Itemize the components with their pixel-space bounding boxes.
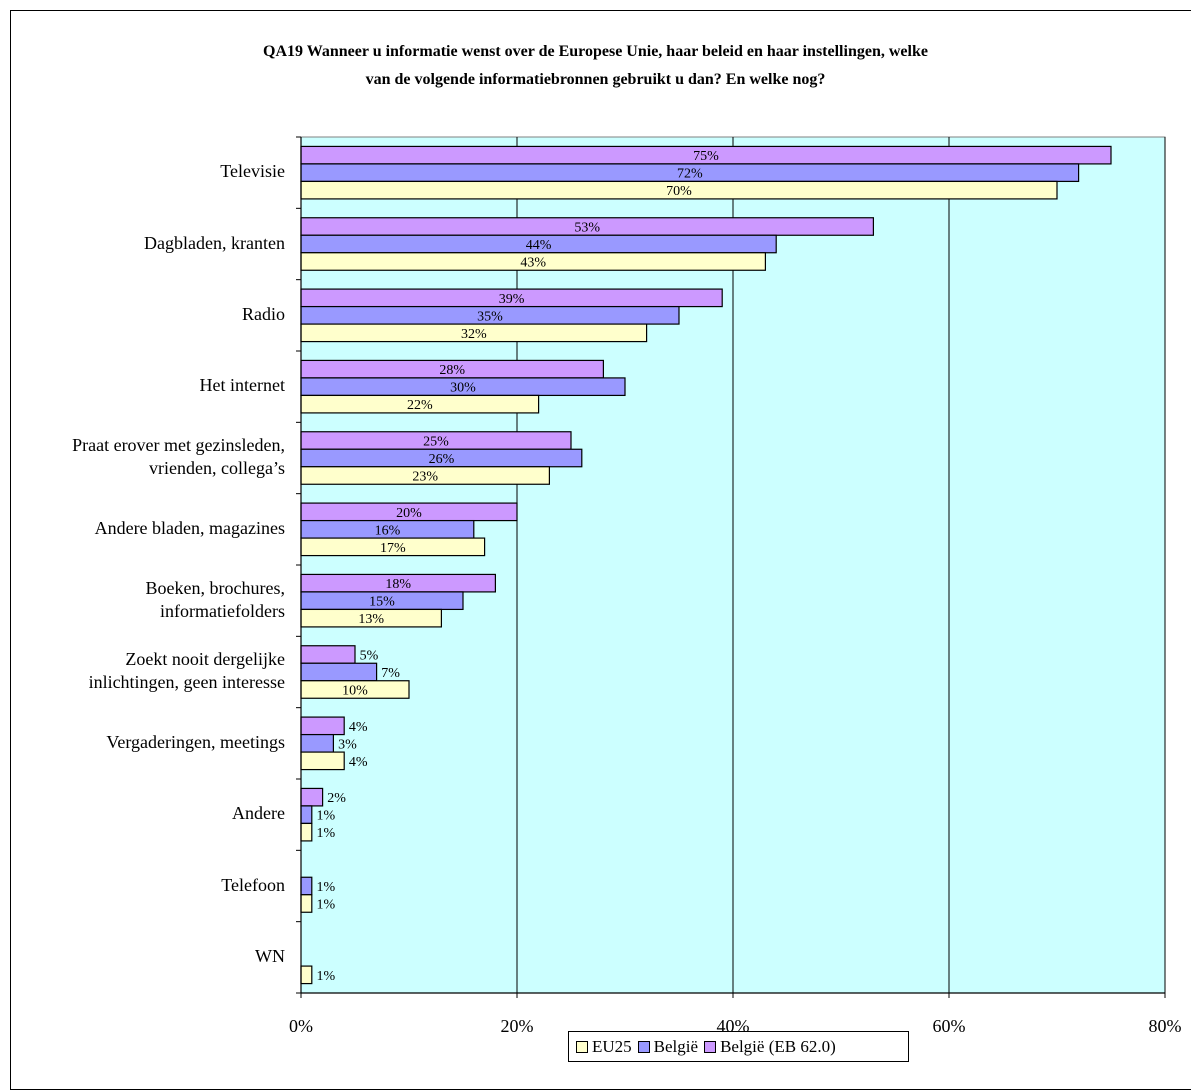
category-label: Andere bladen, magazines bbox=[10, 517, 285, 540]
legend-swatch bbox=[704, 1040, 717, 1053]
x-tick-label: 80% bbox=[1149, 1016, 1182, 1036]
bar bbox=[300, 716, 345, 736]
category-label: Dagbladen, kranten bbox=[10, 232, 285, 255]
category-label-line: inlichtingen, geen interesse bbox=[88, 672, 285, 692]
data-label: 1% bbox=[316, 969, 335, 984]
data-label: 10% bbox=[342, 684, 368, 699]
data-label: 72% bbox=[677, 167, 703, 182]
legend-item: België bbox=[637, 1036, 699, 1057]
category-label-line: Boeken, brochures, bbox=[145, 577, 285, 598]
data-label: 30% bbox=[450, 381, 476, 396]
legend: EU25 België België (EB 62.0) bbox=[568, 1031, 909, 1062]
chart-title-line-1: QA19 Wanneer u informatie wenst over de … bbox=[263, 43, 928, 60]
category-label: Andere bbox=[10, 802, 285, 825]
data-label: 1% bbox=[316, 880, 335, 895]
bar bbox=[300, 965, 313, 985]
x-tick-label: 0% bbox=[289, 1016, 313, 1036]
data-label: 43% bbox=[520, 256, 546, 271]
legend-item: EU25 bbox=[576, 1037, 632, 1057]
data-label: 26% bbox=[429, 452, 455, 467]
data-label: 70% bbox=[666, 184, 692, 199]
data-label: 17% bbox=[380, 541, 406, 556]
category-label-line: Televisie bbox=[220, 161, 285, 182]
category-label-line: Telefoon bbox=[221, 874, 285, 895]
category-label: Boeken, brochures, informatiefolders bbox=[10, 577, 285, 623]
data-label: 53% bbox=[574, 221, 600, 236]
bar bbox=[300, 645, 356, 664]
data-label: 39% bbox=[499, 292, 525, 307]
data-label: 23% bbox=[412, 470, 438, 485]
data-label: 2% bbox=[327, 791, 346, 806]
category-label: WN bbox=[10, 945, 285, 968]
bar bbox=[300, 662, 378, 682]
x-tick-label: 60% bbox=[933, 1016, 966, 1036]
data-label: 44% bbox=[526, 238, 552, 253]
category-label-line: Het internet bbox=[199, 375, 285, 396]
category-label: Het internet bbox=[10, 374, 285, 397]
data-label: 7% bbox=[381, 666, 400, 681]
category-label: Telefoon bbox=[10, 874, 285, 897]
category-label-line: Andere bladen, magazines bbox=[94, 517, 285, 538]
category-label-line: Radio bbox=[242, 303, 285, 324]
data-label: 13% bbox=[358, 612, 384, 627]
data-label: 5% bbox=[360, 649, 379, 664]
legend-swatch bbox=[576, 1040, 588, 1053]
bar bbox=[300, 876, 313, 896]
data-label: 1% bbox=[316, 826, 335, 841]
category-label-line: Andere bbox=[232, 803, 285, 824]
legend-label: EU25 bbox=[592, 1036, 632, 1056]
data-label: 16% bbox=[375, 523, 401, 538]
data-label: 22% bbox=[407, 398, 433, 413]
legend-item: België (EB 62.0) bbox=[704, 1037, 836, 1057]
bar bbox=[300, 751, 345, 771]
category-label: Zoekt nooit dergelijke inlichtingen, geen… bbox=[10, 648, 285, 694]
category-label-line: Praat erover met gezinsleden, bbox=[72, 435, 285, 455]
data-label: 75% bbox=[693, 149, 719, 164]
data-label: 4% bbox=[349, 755, 368, 770]
category-label: Praat erover met gezinsleden, vrienden, c… bbox=[10, 434, 285, 480]
data-label: 32% bbox=[461, 327, 487, 342]
category-label-line: informatiefolders bbox=[160, 600, 285, 621]
bar bbox=[300, 787, 324, 807]
bar bbox=[300, 894, 313, 913]
data-label: 35% bbox=[477, 309, 503, 324]
category-label-line: Dagbladen, kranten bbox=[144, 232, 285, 253]
data-label: 1% bbox=[316, 809, 335, 824]
data-label: 28% bbox=[439, 363, 465, 378]
bar bbox=[300, 733, 335, 753]
data-label: 4% bbox=[349, 720, 368, 735]
bar bbox=[300, 822, 313, 842]
category-label: Radio bbox=[10, 303, 285, 326]
x-tick-label: 20% bbox=[501, 1016, 534, 1036]
data-label: 25% bbox=[423, 435, 449, 450]
legend-label: België (EB 62.0) bbox=[720, 1036, 836, 1056]
data-label: 20% bbox=[396, 506, 422, 521]
data-label: 18% bbox=[385, 577, 411, 592]
category-label-line: Vergaderingen, meetings bbox=[106, 731, 285, 752]
bar bbox=[300, 805, 313, 825]
chart-title-line-2: van de volgende informatiebronnen gebrui… bbox=[365, 71, 826, 88]
category-label-line: Zoekt nooit dergelijke bbox=[125, 649, 285, 669]
data-label: 1% bbox=[316, 898, 335, 913]
legend-swatch bbox=[637, 1040, 650, 1053]
category-label: Vergaderingen, meetings bbox=[10, 731, 285, 754]
category-label: Televisie bbox=[10, 160, 285, 183]
category-label-line: vrienden, collega’s bbox=[149, 458, 285, 478]
legend-label: België bbox=[653, 1036, 699, 1056]
category-label-line: WN bbox=[255, 945, 285, 966]
data-label: 15% bbox=[369, 595, 395, 610]
data-label: 3% bbox=[338, 737, 357, 752]
